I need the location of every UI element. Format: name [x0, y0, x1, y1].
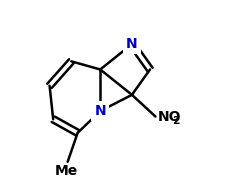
Text: Me: Me [55, 165, 78, 178]
Text: N: N [94, 104, 106, 118]
Text: NO: NO [157, 110, 180, 124]
Text: N: N [125, 37, 137, 51]
Text: 2: 2 [171, 116, 179, 126]
